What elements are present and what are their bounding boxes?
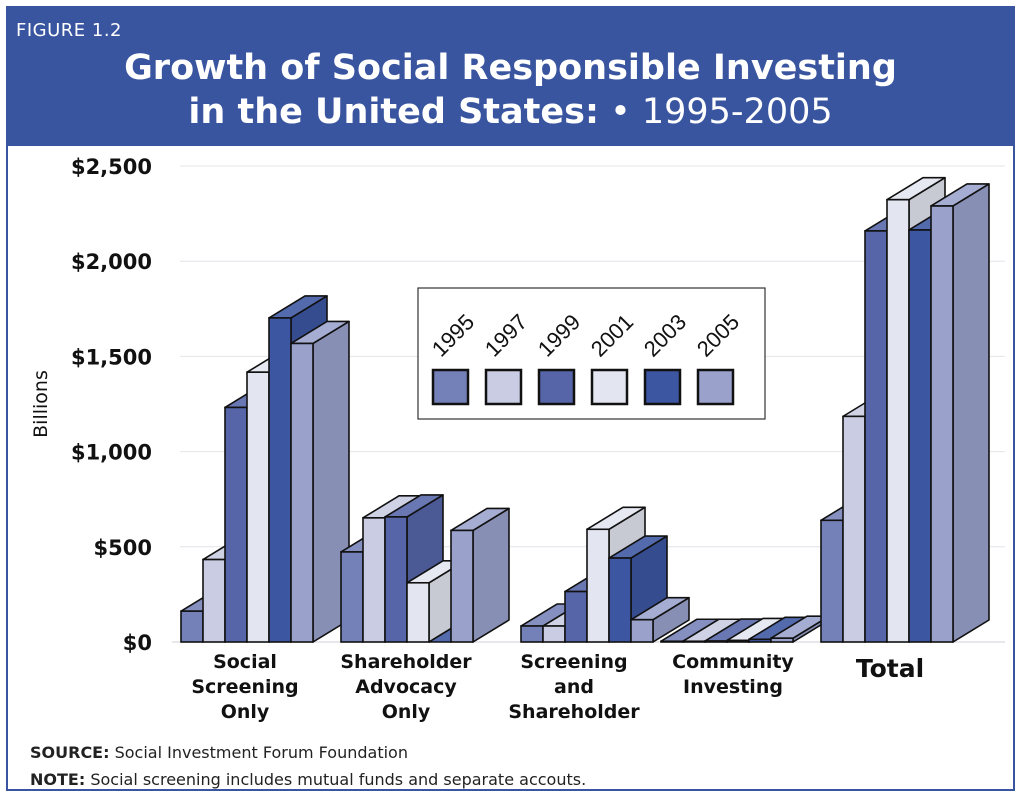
y-tick-label-5: $2,500 xyxy=(71,155,152,179)
chart-title-line-2-bold: in the United States: xyxy=(188,92,599,132)
bar-front-0-2 xyxy=(224,406,248,643)
bar-front-1-0 xyxy=(340,551,364,643)
note-line: NOTE: Social screening includes mutual f… xyxy=(30,770,586,789)
category-label-3-1: Investing xyxy=(683,676,783,698)
figure-header: FIGURE 1.2 Growth of Social Responsible … xyxy=(8,8,1013,146)
y-axis-label: Billions xyxy=(30,370,52,438)
bar-front-4-3 xyxy=(886,198,910,643)
bar-front-1-5 xyxy=(450,529,474,643)
category-label-1-0: Shareholder xyxy=(340,651,472,673)
note-text: Social screening includes mutual funds a… xyxy=(85,770,587,789)
bar-group-2 xyxy=(520,506,690,643)
bar-0-5 xyxy=(290,320,350,643)
figure-frame: FIGURE 1.2 Growth of Social Responsible … xyxy=(6,6,1015,791)
bar-2-5 xyxy=(630,596,690,643)
bar-front-4-1 xyxy=(842,415,866,643)
category-label-2-2: Shareholder xyxy=(508,701,640,723)
bar-front-2-3 xyxy=(586,528,610,643)
source-label: SOURCE: xyxy=(30,743,110,762)
bar-front-0-5 xyxy=(290,342,314,643)
bar-front-4-5 xyxy=(930,205,954,643)
chart-title-line-1: Growth of Social Responsible Investing xyxy=(124,48,897,88)
bar-side-1-5 xyxy=(472,507,510,643)
bar-front-0-1 xyxy=(202,558,226,643)
category-label-4-0: Total xyxy=(856,654,924,683)
y-tick-label-4: $2,000 xyxy=(71,250,152,274)
bar-front-4-4 xyxy=(908,229,932,643)
y-tick-label-0: $0 xyxy=(123,631,152,655)
bar-front-2-1 xyxy=(542,625,566,643)
legend-swatch-1 xyxy=(484,368,523,406)
bar-front-3-1 xyxy=(682,640,706,643)
note-label: NOTE: xyxy=(30,770,86,789)
bar-front-1-3 xyxy=(406,581,430,643)
legend-swatch-2 xyxy=(537,368,576,406)
category-label-1-2: Only xyxy=(382,701,431,723)
bar-front-2-0 xyxy=(520,625,544,643)
y-tick-label-3: $1,500 xyxy=(71,345,152,369)
bar-front-0-3 xyxy=(246,371,270,643)
chart-title-line-2: in the United States: • 1995-2005 xyxy=(8,92,1013,132)
bar-front-2-4 xyxy=(608,557,632,643)
bar-front-1-1 xyxy=(362,517,386,643)
y-tick-label-2: $1,000 xyxy=(71,441,152,465)
legend-swatch-4 xyxy=(643,368,682,406)
bar-front-2-5 xyxy=(630,618,654,643)
bar-side-4-5 xyxy=(952,183,990,643)
bar-1-5 xyxy=(450,507,510,643)
bar-front-3-3 xyxy=(726,639,750,643)
category-label-2-1: and xyxy=(554,676,594,698)
source-line: SOURCE: Social Investment Forum Foundati… xyxy=(30,743,408,762)
bar-front-3-4 xyxy=(748,638,772,643)
bar-front-3-2 xyxy=(704,640,728,643)
bar-front-1-2 xyxy=(384,516,408,643)
y-tick-label-1: $500 xyxy=(94,536,152,560)
source-text: Social Investment Forum Foundation xyxy=(109,743,408,762)
figure-label: FIGURE 1.2 xyxy=(16,20,123,41)
category-label-0-0: Social xyxy=(213,651,277,673)
category-label-0-2: Only xyxy=(221,701,270,723)
bar-front-3-0 xyxy=(660,640,684,643)
category-label-0-1: Screening xyxy=(191,676,298,698)
bar-4-5 xyxy=(930,183,990,643)
legend: 1995 1997 1999 2001 2003 2005 xyxy=(417,287,766,420)
bar-group-1 xyxy=(340,494,510,643)
legend-swatch-0 xyxy=(431,368,470,406)
category-label-2-0: Screening xyxy=(520,651,627,673)
bar-front-3-5 xyxy=(770,637,794,643)
legend-swatch-5 xyxy=(696,368,735,406)
legend-swatch-3 xyxy=(590,368,629,406)
bar-front-4-2 xyxy=(864,230,888,643)
category-label-3-0: Community xyxy=(672,651,794,673)
bar-group-0 xyxy=(180,295,350,643)
bar-front-0-0 xyxy=(180,610,204,643)
bar-front-0-4 xyxy=(268,317,292,643)
bar-front-2-2 xyxy=(564,590,588,643)
bar-front-4-0 xyxy=(820,519,844,643)
bar-group-4 xyxy=(820,176,990,643)
category-label-1-1: Advocacy xyxy=(355,676,457,698)
chart-title-line-2-years: • 1995-2005 xyxy=(598,92,833,132)
